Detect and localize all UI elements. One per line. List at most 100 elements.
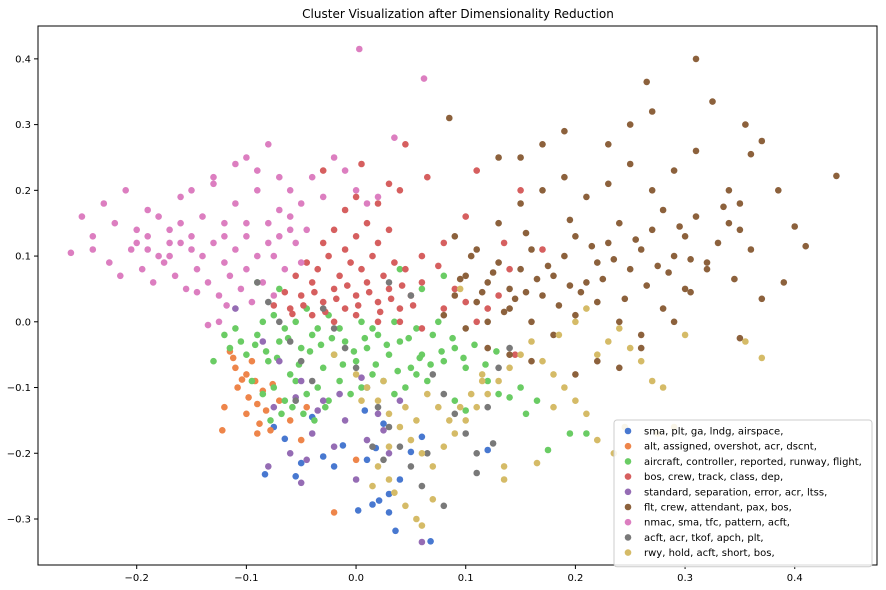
data-point <box>319 364 327 372</box>
data-point <box>289 403 296 411</box>
data-point <box>265 463 272 470</box>
data-point <box>193 288 201 296</box>
data-point <box>67 249 75 257</box>
data-point <box>396 305 404 312</box>
data-point <box>385 423 393 431</box>
data-point <box>440 305 448 312</box>
data-point <box>292 318 300 326</box>
data-point <box>253 167 261 174</box>
data-point <box>594 436 601 444</box>
data-point <box>232 200 239 207</box>
data-point <box>330 443 338 451</box>
data-point <box>358 384 365 391</box>
data-point <box>177 239 184 247</box>
data-point <box>456 285 464 293</box>
data-point <box>297 436 305 444</box>
data-point <box>193 265 201 273</box>
data-point <box>500 463 508 470</box>
data-point <box>665 269 672 276</box>
data-point <box>100 200 108 207</box>
data-point <box>583 430 590 437</box>
data-point <box>478 288 486 296</box>
data-point <box>405 334 413 342</box>
data-point <box>528 338 535 345</box>
data-point <box>692 55 700 63</box>
data-point <box>369 325 376 332</box>
data-point <box>210 239 217 247</box>
data-point <box>484 318 492 326</box>
data-point <box>350 348 358 355</box>
data-point <box>413 371 420 378</box>
data-point <box>358 374 365 382</box>
data-point <box>473 450 481 457</box>
data-point <box>297 459 305 467</box>
data-point <box>297 200 305 207</box>
data-point <box>438 348 445 355</box>
data-point <box>223 302 230 309</box>
data-point <box>407 463 415 470</box>
data-point <box>253 400 261 408</box>
data-point <box>517 265 524 273</box>
data-point <box>330 226 338 234</box>
data-point <box>506 265 513 273</box>
data-point <box>259 390 267 398</box>
data-point <box>322 403 329 411</box>
data-point <box>561 127 568 135</box>
data-point <box>572 371 579 378</box>
legend-label: alt, assigned, overshot, acr, dscnt, <box>644 442 817 453</box>
data-point <box>270 311 278 319</box>
legend-label: standard, separation, error, acr, ltss, <box>644 487 827 498</box>
data-point <box>703 259 711 266</box>
data-point <box>648 187 656 194</box>
data-point <box>363 344 371 352</box>
data-point <box>572 233 579 240</box>
data-point <box>265 219 272 227</box>
data-point <box>292 272 300 280</box>
data-point <box>681 285 689 293</box>
data-point <box>429 371 437 378</box>
series-4 <box>270 141 546 359</box>
data-point <box>391 259 398 266</box>
data-point <box>248 357 256 365</box>
y-tick-label: −0.1 <box>7 383 31 394</box>
data-point <box>281 435 289 443</box>
data-point <box>616 364 623 372</box>
data-point <box>122 187 129 194</box>
data-point <box>462 325 470 332</box>
data-point <box>166 239 173 247</box>
data-point <box>383 341 391 349</box>
data-point <box>427 538 434 545</box>
data-point <box>369 371 376 378</box>
data-point <box>385 450 393 457</box>
data-point <box>127 246 135 253</box>
data-point <box>742 338 749 345</box>
data-point <box>561 173 568 181</box>
data-point <box>495 219 502 227</box>
series-7 <box>67 45 428 329</box>
data-point <box>330 509 338 516</box>
data-point <box>517 200 524 207</box>
data-point <box>495 377 502 385</box>
data-point <box>528 318 535 326</box>
data-point <box>435 318 442 326</box>
data-point <box>610 255 618 263</box>
data-point <box>204 279 212 286</box>
data-point <box>758 295 766 303</box>
data-point <box>300 302 307 309</box>
data-point <box>182 285 190 293</box>
data-point <box>391 390 398 398</box>
data-point <box>374 403 382 411</box>
data-point <box>654 262 661 270</box>
data-point <box>358 318 365 326</box>
legend: sma, plt, ga, lndg, airspace, alt, assign… <box>613 419 873 568</box>
data-point <box>297 292 305 299</box>
data-point <box>577 288 585 296</box>
data-point <box>460 354 467 362</box>
data-point <box>237 338 245 345</box>
data-point <box>144 233 151 240</box>
data-point <box>396 443 404 451</box>
data-point <box>358 397 365 405</box>
legend-marker <box>624 427 632 435</box>
data-point <box>330 351 338 359</box>
data-point <box>456 275 464 283</box>
